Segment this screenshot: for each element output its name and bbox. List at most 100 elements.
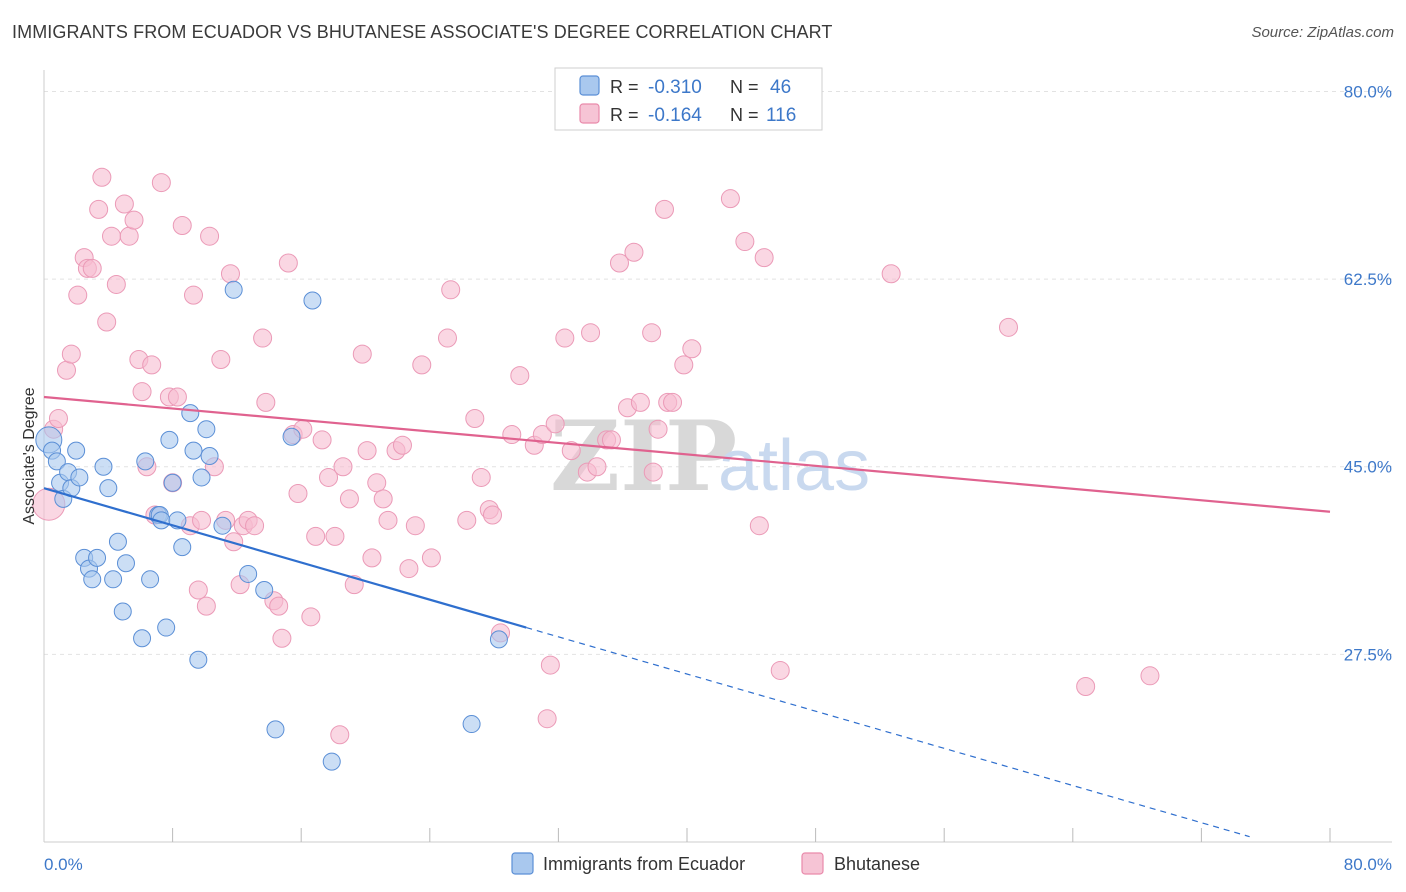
chart-title: IMMIGRANTS FROM ECUADOR VS BHUTANESE ASS…: [12, 22, 833, 42]
bottom-legend-swatch-ecuador: [511, 852, 534, 875]
point-bhutanese-96: [624, 242, 644, 262]
point-bhutanese-107: [735, 232, 755, 252]
point-bhutanese-4: [61, 344, 81, 364]
point-bhutanese-90: [581, 323, 601, 343]
y-tick-label-1: 45.0%: [1344, 458, 1392, 477]
point-ecuador-12: [88, 548, 107, 567]
point-bhutanese-84: [540, 655, 560, 675]
point-ecuador-16: [108, 532, 127, 551]
point-ecuador-29: [173, 538, 192, 557]
point-bhutanese-53: [312, 430, 332, 450]
point-bhutanese-111: [881, 264, 901, 284]
point-ecuador-2: [47, 452, 66, 471]
legend-n-value-2: 116: [766, 105, 796, 126]
point-bhutanese-63: [367, 473, 387, 493]
point-bhutanese-113: [1076, 677, 1096, 697]
point-ecuador-31: [184, 441, 203, 460]
point-ecuador-21: [141, 570, 160, 589]
point-ecuador-42: [303, 291, 322, 310]
legend-r-label-2: R =: [610, 105, 639, 125]
point-bhutanese-55: [325, 526, 345, 546]
point-bhutanese-56: [330, 725, 350, 745]
point-bhutanese-58: [339, 489, 359, 509]
point-bhutanese-110: [770, 660, 790, 680]
point-bhutanese-5: [68, 285, 88, 305]
point-ecuador-32: [189, 650, 208, 669]
point-ecuador-20: [136, 452, 155, 471]
point-bhutanese-57: [333, 457, 353, 477]
legend-n-label-1: N =: [730, 77, 759, 97]
point-bhutanese-37: [224, 532, 244, 552]
point-bhutanese-106: [720, 189, 740, 209]
point-bhutanese-25: [167, 387, 187, 407]
legend-r-label-1: R =: [610, 77, 639, 97]
point-bhutanese-13: [106, 274, 126, 294]
point-bhutanese-12: [102, 226, 122, 246]
point-bhutanese-65: [378, 510, 398, 530]
point-bhutanese-45: [269, 596, 289, 616]
legend-swatch-bhutanese: [579, 103, 600, 124]
point-ecuador-18: [116, 554, 135, 573]
point-bhutanese-102: [663, 392, 683, 412]
point-bhutanese-98: [642, 323, 662, 343]
point-bhutanese-114: [1140, 666, 1160, 686]
x-tick-label-0: 0.0%: [44, 855, 83, 874]
point-bhutanese-72: [437, 328, 457, 348]
point-bhutanese-43: [256, 392, 276, 412]
point-ecuador-19: [133, 629, 152, 648]
point-bhutanese-64: [373, 489, 393, 509]
legend-n-value-1: 46: [770, 77, 791, 98]
point-bhutanese-18: [132, 382, 152, 402]
point-bhutanese-36: [220, 264, 240, 284]
point-ecuador-15: [104, 570, 123, 589]
point-bhutanese-93: [601, 430, 621, 450]
stats-legend: R = -0.310 N = 46 R = -0.164 N = 116: [554, 67, 823, 131]
y-tick-label-2: 62.5%: [1344, 270, 1392, 289]
grid-lines: [44, 90, 1392, 655]
point-ecuador-38: [239, 564, 258, 583]
point-ecuador-17: [113, 602, 132, 621]
point-ecuador-33: [192, 468, 211, 487]
point-ecuador-14: [99, 479, 118, 498]
point-bhutanese-26: [172, 215, 192, 235]
point-ecuador-43: [322, 752, 341, 771]
point-ecuador-44: [462, 715, 481, 734]
point-bhutanese-9: [89, 199, 109, 219]
point-bhutanese-73: [441, 280, 461, 300]
legend-r-value-1: -0.310: [648, 77, 702, 98]
x-tick-label-1: 80.0%: [1344, 855, 1392, 874]
point-bhutanese-29: [188, 580, 208, 600]
point-bhutanese-74: [457, 510, 477, 530]
point-ecuador-7: [67, 441, 86, 460]
series-legend: Immigrants from Ecuador Bhutanese: [511, 852, 920, 875]
point-ecuador-13: [94, 457, 113, 476]
point-bhutanese-100: [648, 419, 668, 439]
point-bhutanese-8: [82, 258, 102, 278]
point-bhutanese-52: [306, 526, 326, 546]
point-bhutanese-3: [57, 360, 77, 380]
y-tick-label-0: 27.5%: [1344, 645, 1392, 664]
legend-r-value-2: -0.164: [648, 105, 702, 126]
point-bhutanese-83: [532, 425, 552, 445]
point-bhutanese-34: [211, 350, 231, 369]
point-bhutanese-46: [272, 628, 292, 648]
point-bhutanese-30: [192, 510, 212, 530]
point-bhutanese-47: [278, 253, 298, 273]
point-bhutanese-81: [510, 366, 530, 386]
bottom-legend-swatch-bhutanese: [801, 852, 824, 875]
point-bhutanese-78: [482, 505, 502, 525]
y-axis-label: Associate's Degree: [21, 387, 38, 524]
point-bhutanese-80: [502, 425, 522, 445]
source-label: Source: ZipAtlas.com: [1251, 24, 1394, 41]
point-bhutanese-16: [124, 210, 144, 230]
point-bhutanese-69: [405, 516, 425, 536]
point-bhutanese-61: [357, 441, 377, 461]
point-bhutanese-60: [352, 344, 372, 364]
point-bhutanese-108: [749, 516, 769, 536]
point-bhutanese-32: [200, 226, 220, 246]
point-bhutanese-94: [609, 253, 629, 273]
point-bhutanese-68: [399, 559, 419, 579]
point-bhutanese-49: [288, 484, 308, 504]
point-ecuador-8: [70, 468, 89, 487]
point-bhutanese-70: [412, 355, 432, 375]
